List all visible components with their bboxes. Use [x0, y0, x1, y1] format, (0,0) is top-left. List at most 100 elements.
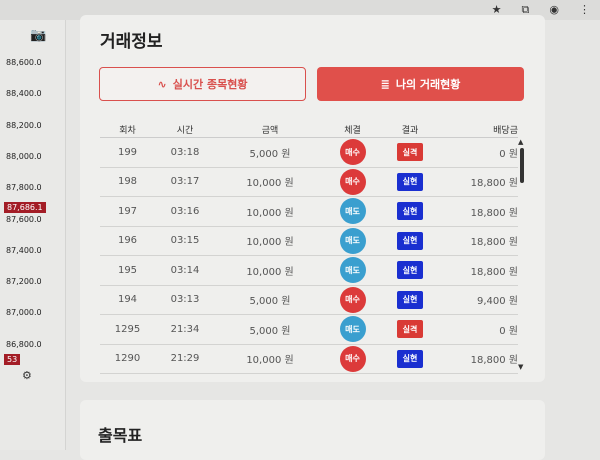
result-cell: 실격 — [380, 320, 440, 339]
axis-tick: 87,000.0 — [6, 308, 42, 318]
axis-tick: 87,800.0 — [6, 183, 42, 193]
table-header: 회차 시간 금액 체결 결과 배당금 — [100, 123, 520, 136]
axis-tick: 88,200.0 — [6, 120, 42, 130]
countdown-badge: 53 — [4, 354, 21, 365]
amount: 5,000 원 — [249, 148, 291, 160]
table-row[interactable]: 199 03:18 5,000 원 매수 실격 0 원 — [100, 138, 518, 168]
round: 195 — [117, 264, 138, 276]
side-badge: 매수 — [339, 168, 366, 195]
axis-tick: 88,000.0 — [6, 151, 42, 161]
scroll-down-icon[interactable]: ▼ — [518, 363, 524, 371]
result-badge: 실현 — [397, 231, 423, 250]
side-badge: 매도 — [339, 316, 366, 343]
round: 199 — [117, 146, 138, 158]
extension-icon[interactable]: ⧉ — [521, 3, 530, 16]
section-title: 출목표 — [98, 426, 143, 445]
pulse-icon: ∿ — [157, 77, 167, 91]
realtime-status-button[interactable]: ∿ 실시간 종목현황 — [99, 67, 306, 101]
table-row[interactable]: 198 03:17 10,000 원 매수 실현 18,800 원 — [100, 168, 518, 197]
time: 03:15 — [170, 235, 200, 247]
amount: 10,000 원 — [246, 207, 294, 219]
star-icon[interactable]: ★ — [491, 3, 502, 16]
table-row[interactable]: 196 03:15 10,000 원 매도 실현 18,800 원 — [100, 227, 518, 256]
time: 03:14 — [170, 264, 200, 276]
side-badge: 매수 — [339, 139, 366, 166]
round: 1290 — [114, 353, 141, 365]
side-badge: 매도 — [339, 198, 366, 225]
payout: 18,800 원 — [470, 237, 518, 249]
list-icon: ≣ — [380, 77, 390, 91]
axis-tick: 87,200.0 — [6, 277, 42, 287]
payout: 18,800 원 — [470, 178, 518, 190]
round: 196 — [117, 235, 138, 247]
side-badge: 매수 — [339, 286, 366, 313]
my-trades-button[interactable]: ≣ 나의 거래현황 — [317, 67, 524, 101]
side-cell: 매수 — [325, 286, 380, 313]
result-cell: 실현 — [380, 231, 440, 250]
axis-tick: 87,600.0 — [6, 214, 42, 224]
settings-icon[interactable]: ⚙ — [22, 369, 32, 382]
amount: 10,000 원 — [246, 237, 294, 249]
profile-icon[interactable]: ◉ — [549, 3, 559, 16]
side-cell: 매도 — [325, 257, 380, 284]
side-cell: 매도 — [325, 198, 380, 225]
side-cell: 매수 — [325, 139, 380, 166]
amount: 5,000 원 — [249, 296, 291, 308]
header-round: 회차 — [119, 126, 136, 136]
payout: 0 원 — [499, 325, 518, 337]
result-badge: 실격 — [397, 320, 423, 339]
axis-tick: 87,400.0 — [6, 245, 42, 255]
table-row[interactable]: 195 03:14 10,000 원 매도 실현 18,800 원 — [100, 256, 518, 286]
button-label: 실시간 종목현황 — [172, 78, 248, 91]
result-badge: 실현 — [397, 172, 423, 191]
camera-icon[interactable]: 📷 — [30, 28, 47, 43]
time: 03:16 — [170, 205, 200, 217]
header-result: 결과 — [401, 126, 419, 136]
trade-table: 199 03:18 5,000 원 매수 실격 0 원 198 03:17 10,… — [100, 137, 518, 374]
side-badge: 매수 — [339, 345, 366, 372]
payout: 18,800 원 — [470, 207, 518, 219]
side-cell: 매도 — [325, 316, 380, 343]
header-payout: 배당금 — [493, 126, 518, 136]
amount: 10,000 원 — [246, 266, 294, 278]
result-badge: 실현 — [397, 202, 423, 221]
payout: 18,800 원 — [470, 266, 518, 278]
time: 03:18 — [170, 146, 200, 158]
menu-icon[interactable]: ⋮ — [579, 3, 590, 16]
side-badge: 매도 — [339, 227, 366, 254]
header-amount: 금액 — [261, 126, 279, 136]
time: 21:34 — [170, 323, 200, 335]
result-badge: 실격 — [397, 143, 423, 162]
axis-tick: 88,600.0 — [6, 58, 42, 67]
round: 197 — [117, 205, 138, 217]
amount: 10,000 원 — [246, 178, 294, 190]
payout: 0 원 — [499, 148, 518, 160]
page-title: 거래정보 — [100, 32, 163, 52]
scroll-up-icon[interactable]: ▲ — [518, 138, 524, 146]
result-cell: 실격 — [380, 143, 440, 162]
payout: 9,400 원 — [476, 296, 518, 308]
current-price-label: 87,686.1 — [4, 202, 46, 213]
time: 03:17 — [170, 176, 200, 188]
result-cell: 실현 — [380, 349, 440, 368]
result-cell: 실현 — [380, 172, 440, 191]
table-row[interactable]: 1290 21:29 10,000 원 매수 실현 18,800 원 — [100, 345, 518, 374]
price-axis: 📷 88,600.0 88,400.0 88,200.0 88,000.0 87,800… — [0, 20, 66, 450]
header-time: 시간 — [176, 126, 194, 136]
trade-info-card: 거래정보 ∿ 실시간 종목현황 ≣ 나의 거래현황 회차 시간 금액 체결 결과 배… — [80, 15, 545, 382]
table-row[interactable]: 194 03:13 5,000 원 매수 실현 9,400 원 — [100, 286, 518, 315]
table-row[interactable]: 197 03:16 10,000 원 매도 실현 18,800 원 — [100, 197, 518, 227]
side-badge: 매도 — [339, 257, 366, 284]
axis-tick: 86,800.0 — [6, 339, 42, 349]
result-cell: 실현 — [380, 261, 440, 280]
round: 1295 — [114, 323, 141, 335]
result-badge: 실현 — [397, 261, 423, 280]
scrollbar[interactable]: ▲ ▼ — [518, 138, 526, 371]
time: 21:29 — [170, 353, 200, 365]
schedule-card: 출목표 — [80, 400, 545, 460]
table-row[interactable]: 1295 21:34 5,000 원 매도 실격 0 원 — [100, 315, 518, 345]
side-cell: 매수 — [325, 168, 380, 195]
round: 194 — [117, 294, 138, 306]
result-cell: 실현 — [380, 202, 440, 221]
scroll-thumb[interactable] — [520, 148, 524, 183]
